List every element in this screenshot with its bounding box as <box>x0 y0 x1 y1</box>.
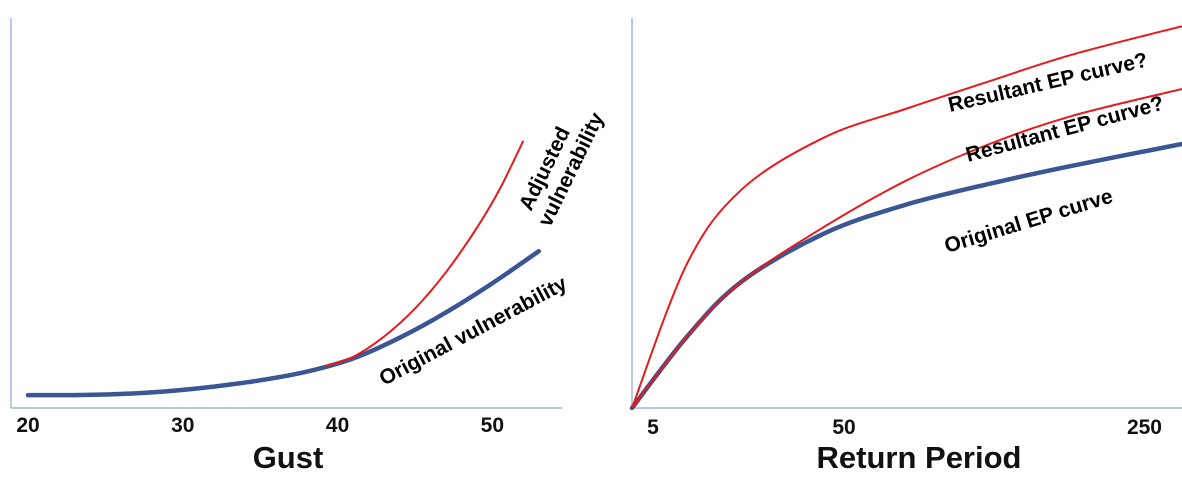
rp-tick-labels: 5 50 250 <box>647 416 1162 439</box>
gust-tick-label: 50 <box>481 414 504 437</box>
original-vulnerability-label: Original vulnerability <box>376 272 572 391</box>
rp-tick-label: 50 <box>832 416 855 439</box>
rp-tick-label: 250 <box>1127 416 1162 439</box>
original-ep-curve-line <box>629 141 1182 411</box>
original-ep-curve-label: Original EP curve <box>942 185 1116 258</box>
gust-tick-label: 20 <box>16 414 39 437</box>
gust-axis-title: Gust <box>253 440 324 475</box>
gust-tick-label: 40 <box>326 414 349 437</box>
resultant-ep-curve-upper-line <box>631 25 1182 409</box>
gust-tick-labels: 20 30 40 50 <box>16 414 504 437</box>
return-period-chart: 5 50 250 Return Period Resultant EP curve?… <box>629 18 1182 475</box>
resultant-ep-curve-middle-line <box>631 88 1182 409</box>
rp-axis-title: Return Period <box>817 440 1022 475</box>
original-vulnerability-line <box>25 248 542 398</box>
adjusted-vulnerability-line <box>324 140 525 368</box>
rp-tick-label: 5 <box>647 416 659 439</box>
gust-chart: 20 30 40 50 Gust Adjusted vulnerability Ori… <box>10 18 609 475</box>
gust-tick-label: 30 <box>171 414 194 437</box>
